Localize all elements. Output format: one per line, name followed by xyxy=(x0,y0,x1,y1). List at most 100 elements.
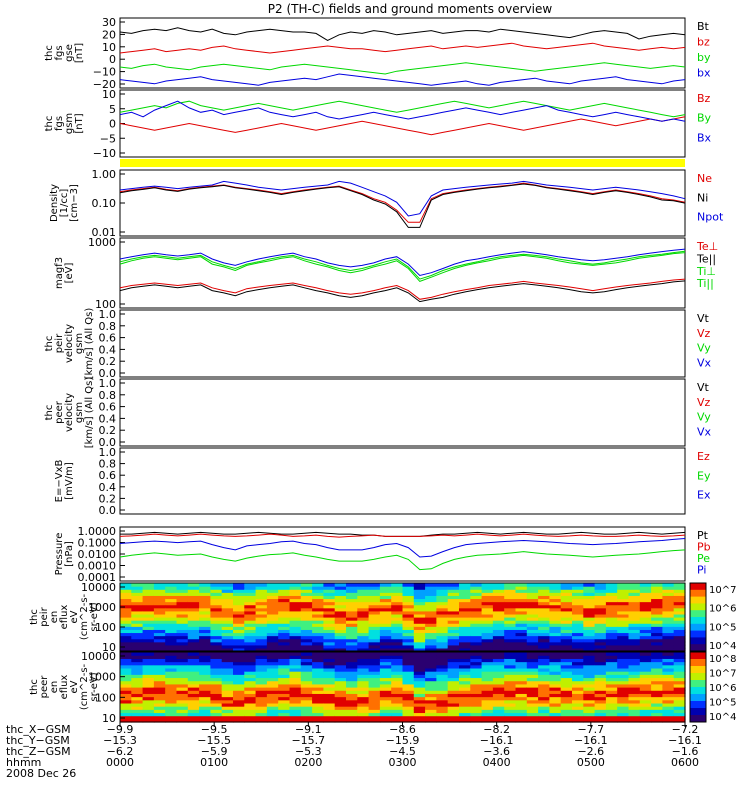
spectrogram-cell xyxy=(549,604,562,609)
spectrogram-cell xyxy=(131,655,144,659)
spectrogram-cell xyxy=(515,638,528,643)
spectrogram-cell xyxy=(233,632,245,637)
spectrogram-cell xyxy=(617,712,630,717)
spectrogram-cell xyxy=(300,610,313,615)
spectrogram-cell xyxy=(391,601,404,606)
spectrogram-cell xyxy=(278,680,291,685)
spectrogram-cell xyxy=(131,696,144,701)
spectrogram-cell xyxy=(583,586,596,590)
spectrogram-cell xyxy=(131,623,144,627)
spectrogram-cell xyxy=(447,620,460,624)
spectrogram-cell xyxy=(142,655,155,659)
spectrogram-cell xyxy=(187,687,200,691)
spectrogram-cell xyxy=(481,693,494,698)
spectrogram-cell xyxy=(538,598,550,603)
spectrogram-cell xyxy=(549,626,562,630)
spectrogram-cell xyxy=(402,586,415,590)
spectrogram-cell xyxy=(651,601,663,606)
spectrogram-cell xyxy=(673,693,686,698)
spectrogram-cell xyxy=(504,687,517,691)
spectrogram-cell xyxy=(673,647,686,652)
spectrogram-cell xyxy=(176,623,189,627)
spectrogram-cell xyxy=(176,680,189,685)
spectrogram-cell xyxy=(323,655,336,659)
spectrogram-cell xyxy=(312,629,324,634)
spectrogram-cell xyxy=(436,638,449,643)
spectrogram-cell xyxy=(583,702,596,707)
spectrogram-cell xyxy=(312,702,324,707)
spectrogram-cell xyxy=(323,635,336,640)
spectrogram-cell xyxy=(594,583,607,587)
spectrogram-cell xyxy=(470,677,483,682)
spectrogram-cell xyxy=(617,592,630,596)
spectrogram-cell xyxy=(176,604,189,609)
spectrogram-cell xyxy=(120,641,132,646)
spectrogram-cell xyxy=(549,696,562,701)
spectrogram-cell xyxy=(233,626,245,630)
spectrogram-cell xyxy=(233,592,245,596)
spectrogram-cell xyxy=(617,586,630,590)
y-axis-label-line: [nT] xyxy=(74,43,85,63)
spectrogram-cell xyxy=(560,626,573,630)
spectrogram-cell xyxy=(379,693,392,698)
y-axis-label-line: peer xyxy=(54,400,65,424)
series-line xyxy=(119,538,686,558)
y-axis-label-line: (cm^2-s- xyxy=(79,663,90,710)
spectrogram-cell xyxy=(221,690,234,694)
spectrogram-cell xyxy=(391,604,404,609)
spectrogram-cell xyxy=(436,583,449,587)
spectrogram-cell xyxy=(481,601,494,606)
spectrogram-cell xyxy=(560,683,573,688)
spectrogram-cell xyxy=(549,680,562,685)
spectrogram-cell xyxy=(153,690,166,694)
spectrogram-cell xyxy=(210,626,223,630)
spectrogram-cell xyxy=(266,586,279,590)
spectrogram-cell xyxy=(379,687,392,691)
spectrogram-cell xyxy=(379,595,392,600)
spectrogram-cell xyxy=(346,687,358,691)
spectrogram-cell xyxy=(526,702,539,707)
spectrogram-cell xyxy=(583,620,596,624)
spectrogram-cell xyxy=(120,647,132,652)
y-tick-label: 10 xyxy=(102,641,116,654)
spectrogram-cell xyxy=(425,601,437,606)
spectrogram-cell xyxy=(221,683,234,688)
colorbar-cell xyxy=(690,659,706,662)
spectrogram-cell xyxy=(481,613,494,618)
colorbar-cell xyxy=(690,639,706,642)
spectrogram-cell xyxy=(447,718,460,723)
spectrogram-cell xyxy=(662,592,675,596)
spectrogram-cell xyxy=(436,712,449,717)
spectrogram-cell xyxy=(413,647,426,652)
spectrogram-cell xyxy=(379,690,392,694)
x-axis-row-label: thc_X−GSM xyxy=(6,723,71,736)
figure-title: P2 (TH-C) fields and ground moments over… xyxy=(268,2,553,16)
spectrogram-cell xyxy=(617,706,630,710)
y-axis-label-line: fgs xyxy=(54,45,65,60)
spectrogram-cell xyxy=(651,664,663,669)
spectrogram-cell xyxy=(425,632,437,637)
spectrogram-cell xyxy=(470,715,483,720)
spectrogram-cell xyxy=(617,617,630,621)
spectrogram-cell xyxy=(538,586,550,590)
spectrogram-cell xyxy=(266,607,279,612)
spectrogram-cell xyxy=(459,586,471,590)
colorbar-cell xyxy=(690,594,706,598)
spectrogram-cell xyxy=(605,702,618,707)
spectrogram-cell xyxy=(402,667,415,672)
spectrogram-cell xyxy=(436,674,449,679)
spectrogram-cell xyxy=(526,629,539,634)
spectrogram-cell xyxy=(233,635,245,640)
x-tick-label: −6.2 xyxy=(107,745,134,758)
spectrogram-cell xyxy=(413,674,426,679)
spectrogram-cell xyxy=(436,604,449,609)
y-axis-label-line: velocity xyxy=(64,324,75,363)
spectrogram-cell xyxy=(436,613,449,618)
spectrogram-cell xyxy=(221,592,234,596)
spectrogram-cell xyxy=(459,696,471,701)
spectrogram-cell xyxy=(187,617,200,621)
spectrogram-cell xyxy=(131,592,144,596)
spectrogram-cell xyxy=(662,699,675,704)
spectrogram-cell xyxy=(413,687,426,691)
